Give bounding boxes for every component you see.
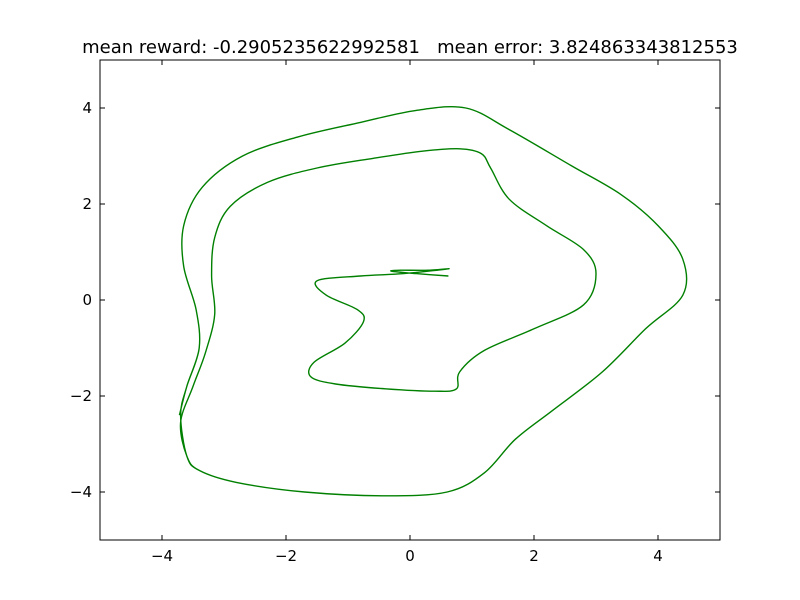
x-tick-label: 4: [653, 547, 663, 565]
x-tick-label: 0: [405, 547, 415, 565]
y-tick-label: −4: [70, 483, 92, 501]
plot-area: [178, 105, 688, 497]
y-tick-label: 0: [82, 291, 92, 309]
x-tick-label: 2: [529, 547, 539, 565]
chart-title: mean reward: -0.2905235622992581 mean er…: [82, 37, 738, 58]
y-tick-label: −2: [70, 387, 92, 405]
y-tick-label: 2: [82, 195, 92, 213]
axis-ticks: −4 −2 0 2 4 −4 −2 0 2 4: [70, 60, 720, 565]
plot-frame: [99, 59, 721, 541]
x-tick-label: −4: [151, 547, 173, 565]
x-tick-label: −2: [275, 547, 297, 565]
series-line-trajectory: [178, 105, 688, 497]
y-tick-label: 4: [82, 99, 92, 117]
